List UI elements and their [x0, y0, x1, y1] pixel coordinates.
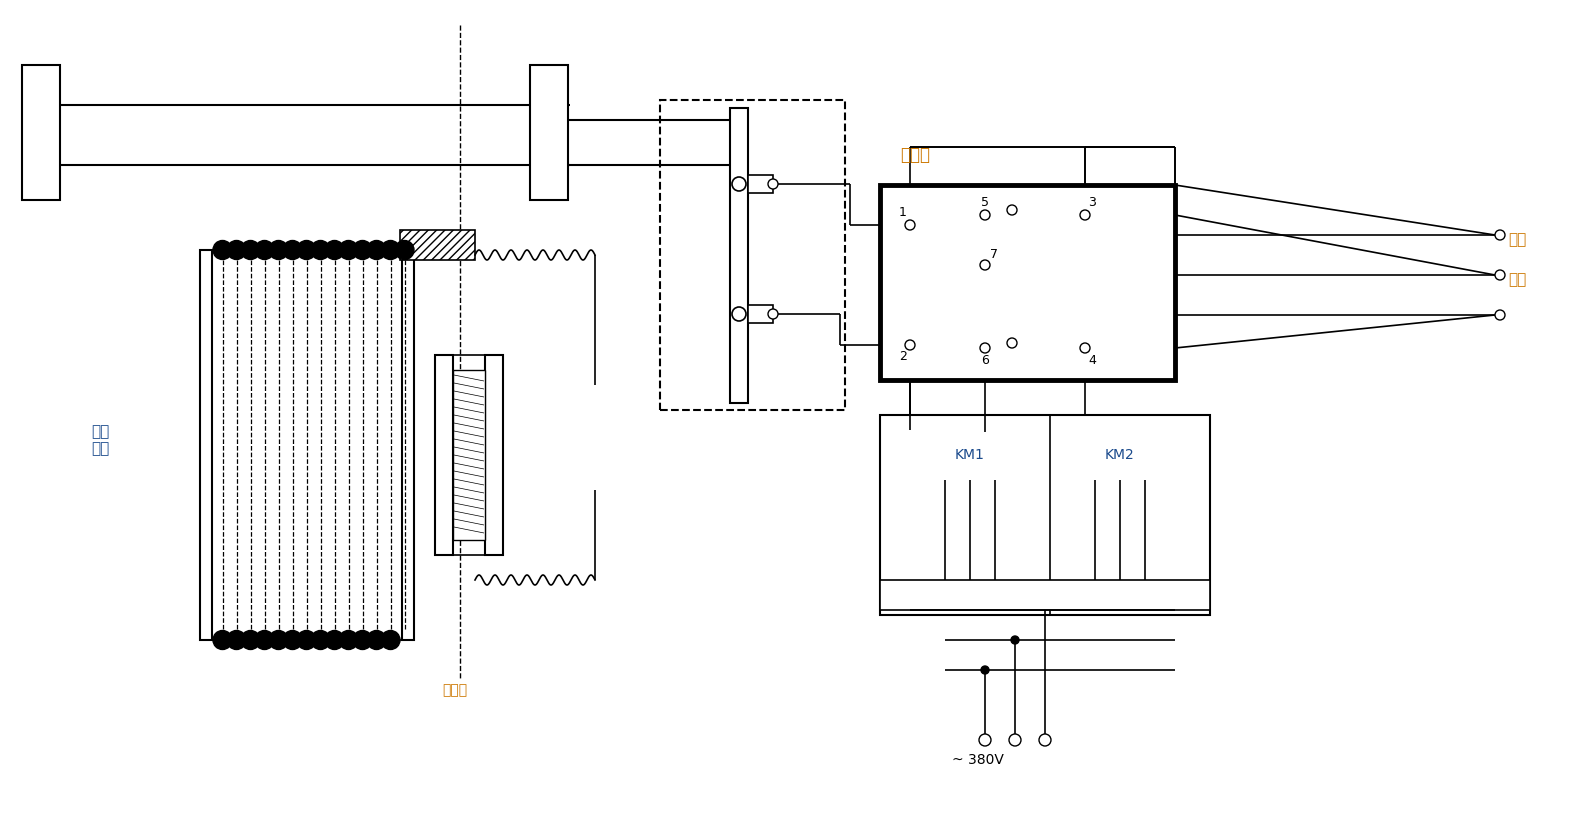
Bar: [880, 415, 1211, 615]
Circle shape: [980, 210, 990, 220]
Text: 5: 5: [982, 197, 990, 209]
Bar: [434, 355, 453, 555]
Bar: [748, 175, 773, 193]
Bar: [453, 370, 485, 540]
Bar: [22, 65, 60, 200]
Text: 卷扬: 卷扬: [1508, 232, 1526, 247]
Circle shape: [905, 340, 915, 350]
Circle shape: [1007, 338, 1017, 348]
Circle shape: [1039, 734, 1052, 746]
Circle shape: [1496, 310, 1505, 320]
Text: 6: 6: [982, 354, 990, 367]
Circle shape: [395, 241, 414, 260]
Bar: [403, 250, 414, 640]
Circle shape: [732, 177, 746, 191]
Text: 电机: 电机: [1508, 272, 1526, 287]
Circle shape: [255, 241, 274, 260]
Circle shape: [353, 241, 372, 260]
Circle shape: [298, 241, 317, 260]
Bar: [748, 305, 773, 323]
Circle shape: [978, 734, 991, 746]
Circle shape: [269, 241, 288, 260]
Circle shape: [768, 309, 778, 319]
Bar: [399, 230, 476, 260]
Text: ~ 380V: ~ 380V: [951, 753, 1004, 767]
Circle shape: [1007, 205, 1017, 215]
Text: 2: 2: [899, 350, 907, 364]
Circle shape: [980, 260, 990, 270]
Bar: [660, 100, 845, 410]
Circle shape: [353, 631, 372, 650]
Circle shape: [768, 179, 778, 189]
Text: 钓绳
卷筒: 钓绳 卷筒: [91, 424, 110, 456]
Circle shape: [982, 666, 990, 674]
Circle shape: [310, 241, 329, 260]
Bar: [880, 185, 1176, 380]
Circle shape: [339, 241, 358, 260]
Text: KM1: KM1: [955, 448, 985, 462]
Circle shape: [228, 241, 247, 260]
Circle shape: [980, 343, 990, 353]
Text: 4: 4: [1088, 354, 1096, 367]
Circle shape: [1010, 636, 1018, 644]
Circle shape: [255, 631, 274, 650]
Circle shape: [298, 631, 317, 650]
Circle shape: [1080, 210, 1090, 220]
Text: 断火器: 断火器: [901, 146, 931, 164]
Circle shape: [1080, 343, 1090, 353]
Bar: [200, 250, 212, 640]
Circle shape: [325, 241, 344, 260]
Circle shape: [310, 631, 329, 650]
Circle shape: [368, 631, 387, 650]
Circle shape: [380, 631, 399, 650]
Bar: [880, 580, 1211, 610]
Circle shape: [283, 241, 302, 260]
Text: 1: 1: [899, 207, 907, 219]
Circle shape: [905, 220, 915, 230]
Text: KM2: KM2: [1106, 448, 1134, 462]
Circle shape: [240, 631, 259, 650]
Circle shape: [1496, 270, 1505, 280]
Bar: [530, 65, 568, 200]
Circle shape: [283, 631, 302, 650]
Circle shape: [325, 631, 344, 650]
Text: 3: 3: [1088, 197, 1096, 209]
Circle shape: [732, 307, 746, 321]
Circle shape: [380, 241, 399, 260]
Circle shape: [213, 631, 232, 650]
Circle shape: [368, 241, 387, 260]
Bar: [485, 355, 503, 555]
Circle shape: [228, 631, 247, 650]
Circle shape: [1009, 734, 1021, 746]
Circle shape: [339, 631, 358, 650]
Circle shape: [1496, 230, 1505, 240]
Text: 排绳器: 排绳器: [442, 683, 468, 697]
Circle shape: [240, 241, 259, 260]
Circle shape: [213, 241, 232, 260]
Bar: [730, 108, 748, 403]
Text: 7: 7: [990, 248, 998, 261]
Circle shape: [269, 631, 288, 650]
